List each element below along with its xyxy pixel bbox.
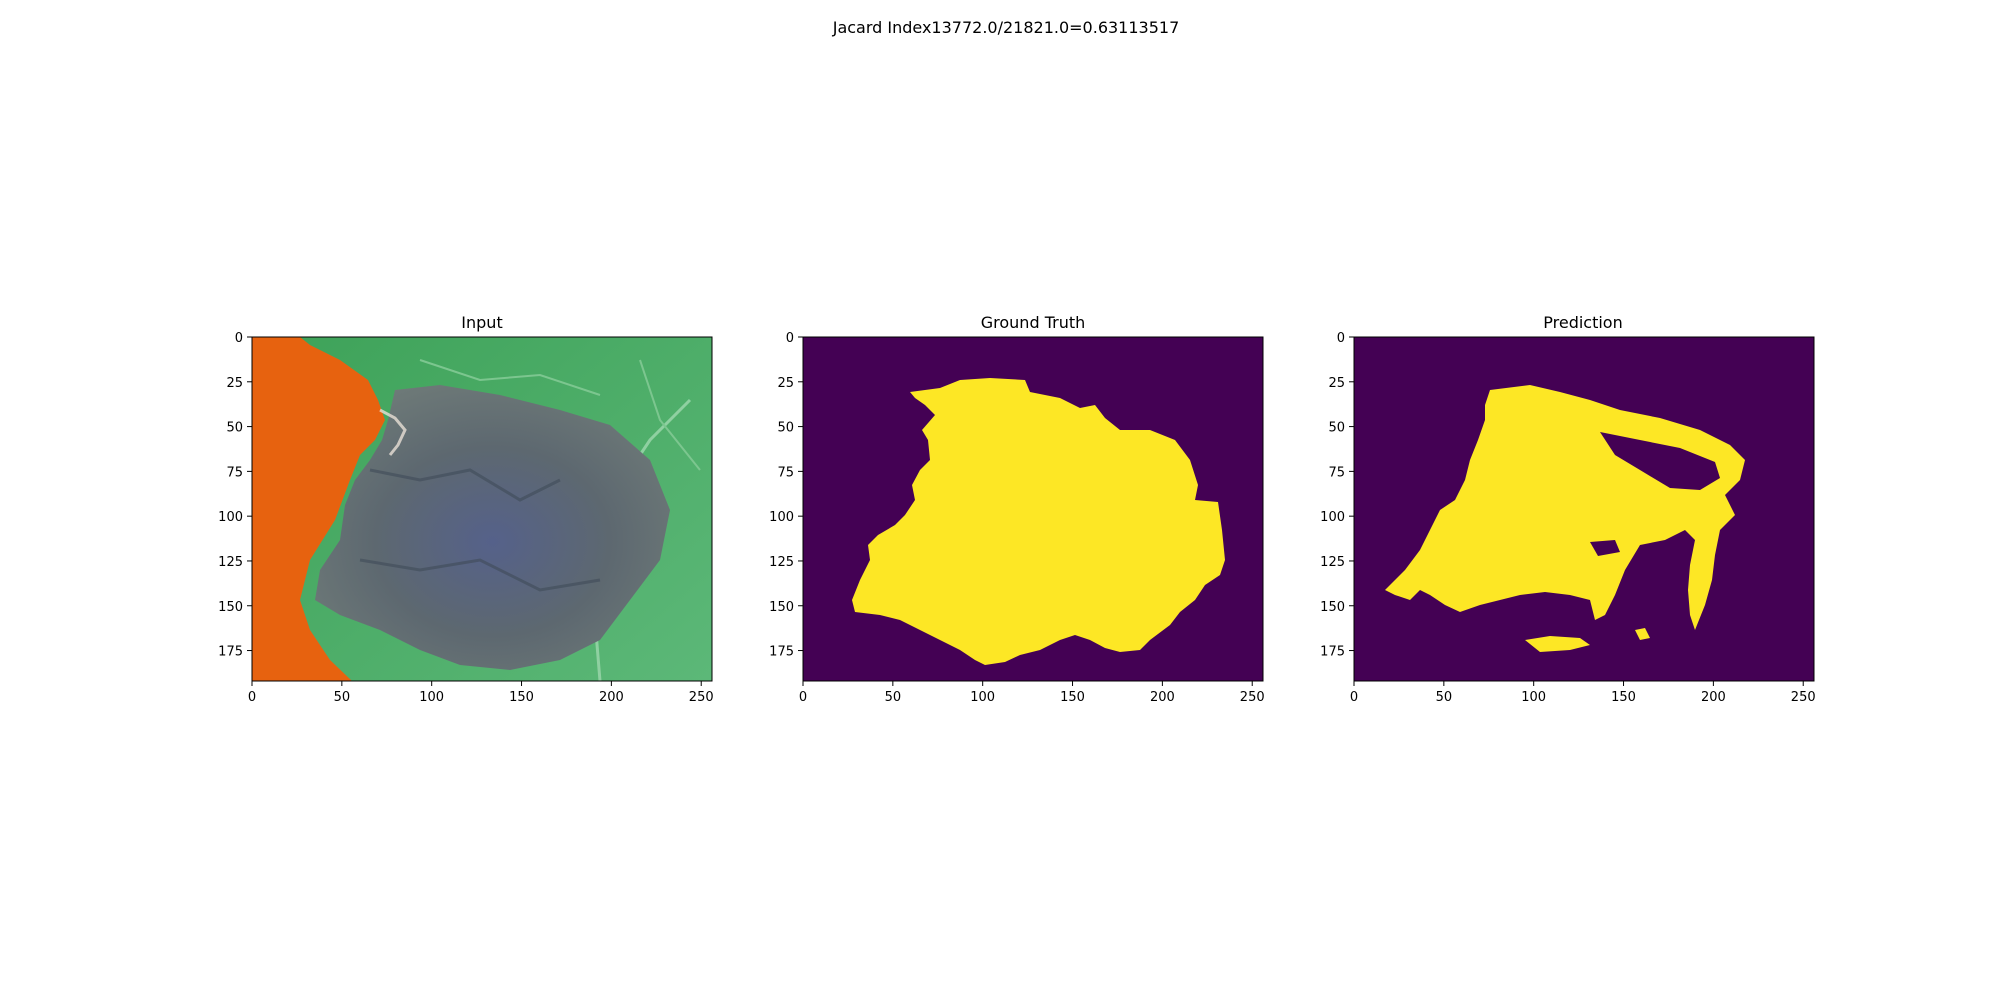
x-tick-label: 250 bbox=[1240, 690, 1265, 705]
y-tick-label: 25 bbox=[777, 376, 794, 391]
x-tick-label: 150 bbox=[1060, 690, 1085, 705]
x-tick-label: 0 bbox=[799, 690, 807, 705]
y-ticks-input: 0 25 50 75 100 125 150 175 bbox=[218, 331, 252, 660]
x-tick-label: 200 bbox=[1701, 690, 1726, 705]
x-tick-label: 100 bbox=[1521, 690, 1546, 705]
y-tick-label: 50 bbox=[777, 421, 794, 436]
axes-frame-prediction bbox=[1353, 336, 1815, 682]
y-tick-label: 50 bbox=[1328, 421, 1345, 436]
panel-title-ground-truth: Ground Truth bbox=[981, 313, 1086, 332]
y-tick-label: 100 bbox=[1320, 510, 1345, 525]
mask-blob-prediction-small bbox=[1635, 628, 1650, 640]
y-tick-label: 25 bbox=[1328, 376, 1345, 391]
panel-title-prediction: Prediction bbox=[1543, 313, 1622, 332]
mask-foreground-ground-truth bbox=[852, 378, 1225, 665]
y-ticks-prediction: 0 25 50 75 100 125 150 175 bbox=[1320, 331, 1354, 660]
lesion-highlight bbox=[379, 408, 407, 456]
x-tick-label: 250 bbox=[1791, 690, 1816, 705]
x-tick-label: 100 bbox=[970, 690, 995, 705]
y-tick-label: 175 bbox=[769, 645, 794, 660]
y-tick-label: 0 bbox=[1337, 331, 1345, 346]
x-ticks-prediction: 0 50 100 150 200 250 bbox=[1350, 681, 1816, 705]
panel-ground-truth: Ground Truth 0 50 100 150 200 250 0 25 50 75 100 1… bbox=[769, 313, 1264, 705]
x-tick-label: 50 bbox=[1436, 690, 1453, 705]
y-tick-label: 0 bbox=[786, 331, 794, 346]
prediction-mask bbox=[1354, 337, 1814, 681]
x-tick-label: 50 bbox=[334, 690, 351, 705]
x-tick-label: 200 bbox=[599, 690, 624, 705]
mask-blob-prediction-bottom bbox=[1525, 636, 1590, 652]
input-image bbox=[252, 337, 712, 681]
y-tick-label: 150 bbox=[218, 600, 243, 615]
y-tick-label: 0 bbox=[235, 331, 243, 346]
x-ticks-input: 0 50 100 150 200 250 bbox=[248, 681, 714, 705]
panel-input: Input 0 50 100 150 200 250 0 25 50 75 100 125 150 17… bbox=[218, 313, 713, 705]
panel-prediction: Prediction 0 50 100 150 200 250 0 25 50 75 100 125… bbox=[1320, 313, 1815, 705]
y-tick-label: 175 bbox=[1320, 645, 1345, 660]
axes-frame-ground-truth bbox=[802, 336, 1264, 682]
y-tick-label: 125 bbox=[218, 555, 243, 570]
x-tick-label: 250 bbox=[689, 690, 714, 705]
mask-hole-prediction-upper bbox=[1600, 432, 1720, 490]
y-tick-label: 100 bbox=[218, 510, 243, 525]
y-tick-label: 125 bbox=[1320, 555, 1345, 570]
y-tick-label: 150 bbox=[769, 600, 794, 615]
lesion-region bbox=[315, 385, 670, 670]
y-tick-label: 100 bbox=[769, 510, 794, 525]
y-tick-label: 50 bbox=[226, 421, 243, 436]
y-tick-label: 75 bbox=[777, 465, 794, 480]
x-tick-label: 0 bbox=[248, 690, 256, 705]
x-tick-label: 150 bbox=[1611, 690, 1636, 705]
x-tick-label: 0 bbox=[1350, 690, 1358, 705]
x-tick-label: 100 bbox=[419, 690, 444, 705]
x-tick-label: 150 bbox=[509, 690, 534, 705]
mask-hole-prediction-center bbox=[1590, 540, 1620, 556]
y-tick-label: 175 bbox=[218, 645, 243, 660]
y-tick-label: 25 bbox=[226, 376, 243, 391]
y-tick-label: 125 bbox=[769, 555, 794, 570]
panel-title-input: Input bbox=[461, 313, 502, 332]
y-ticks-ground-truth: 0 25 50 75 100 125 150 175 bbox=[769, 331, 803, 660]
x-ticks-ground-truth: 0 50 100 150 200 250 bbox=[799, 681, 1265, 705]
leaf-vein-secondary bbox=[419, 359, 701, 471]
y-tick-label: 75 bbox=[226, 465, 243, 480]
y-tick-label: 150 bbox=[1320, 600, 1345, 615]
ground-truth-mask bbox=[803, 337, 1263, 681]
figure-suptitle: Jacard Index13772.0/21821.0=0.63113517 bbox=[832, 18, 1180, 37]
x-tick-label: 200 bbox=[1150, 690, 1175, 705]
y-tick-label: 75 bbox=[1328, 465, 1345, 480]
x-tick-label: 50 bbox=[885, 690, 902, 705]
lesion-fold bbox=[359, 468, 601, 592]
axes-frame-input bbox=[251, 336, 713, 682]
